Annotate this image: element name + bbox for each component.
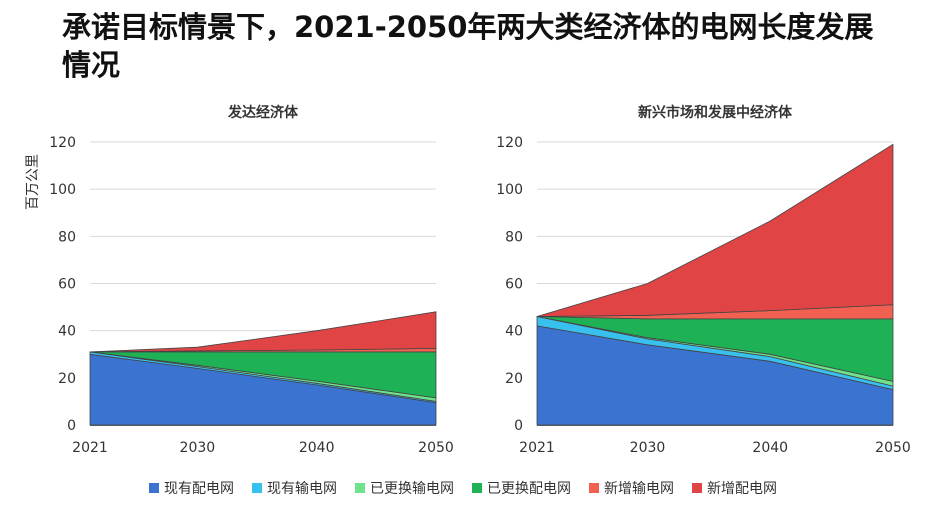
y-tick-label-1: 100	[496, 182, 523, 198]
x-tick-label-0: 2030	[180, 440, 216, 456]
y-tick-label-0: 100	[49, 182, 76, 198]
chart-title-0: 发达经济体	[227, 104, 299, 121]
legend-swatch	[589, 483, 599, 493]
y-tick-label-0: 80	[58, 229, 76, 245]
y-axis-label: 百万公里	[25, 154, 41, 210]
x-tick-label-1: 2040	[752, 440, 788, 456]
y-tick-label-0: 40	[58, 324, 76, 340]
y-tick-label-1: 60	[505, 277, 523, 293]
legend-item-replaced_distribution: 已更换配电网	[472, 478, 571, 498]
x-tick-label-1: 2030	[630, 440, 666, 456]
y-tick-label-0: 120	[49, 135, 76, 151]
y-tick-label-1: 120	[496, 135, 523, 151]
page-title: 承诺目标情景下，2021-2050年两大类经济体的电网长度发展情况	[62, 10, 874, 82]
legend-swatch	[149, 483, 159, 493]
y-tick-label-0: 60	[58, 277, 76, 293]
legend-label: 现有输电网	[267, 481, 337, 497]
legend-swatch	[692, 483, 702, 493]
x-tick-label-0: 2050	[418, 440, 454, 456]
x-tick-label-1: 2050	[875, 440, 911, 456]
legend-swatch	[472, 483, 482, 493]
y-tick-label-0: 20	[58, 371, 76, 387]
legend-label: 已更换输电网	[370, 481, 454, 497]
x-tick-label-0: 2040	[299, 440, 335, 456]
legend-label: 已更换配电网	[487, 481, 571, 497]
legend: 现有配电网 现有输电网 已更换输电网 已更换配电网 新增输电网 新增配电网	[0, 478, 926, 498]
legend-item-new_transmission: 新增输电网	[589, 478, 674, 498]
y-tick-label-1: 20	[505, 371, 523, 387]
legend-item-replaced_transmission: 已更换输电网	[355, 478, 454, 498]
area-new_distribution-1	[536, 144, 894, 317]
legend-item-existing_transmission: 现有输电网	[252, 478, 337, 498]
legend-label: 新增配电网	[707, 481, 777, 497]
y-tick-label-1: 0	[514, 418, 523, 434]
y-tick-label-1: 40	[505, 324, 523, 340]
area-new_distribution-0	[89, 311, 437, 353]
legend-item-existing_distribution: 现有配电网	[149, 478, 234, 498]
legend-item-new_distribution: 新增配电网	[692, 478, 777, 498]
x-tick-label-1: 2021	[519, 440, 555, 456]
x-tick-label-0: 2021	[72, 440, 108, 456]
y-tick-label-0: 0	[67, 418, 76, 434]
legend-label: 新增输电网	[604, 481, 674, 497]
legend-label: 现有配电网	[164, 481, 234, 497]
legend-swatch	[355, 483, 365, 493]
legend-swatch	[252, 483, 262, 493]
y-tick-label-1: 80	[505, 229, 523, 245]
chart-title-1: 新兴市场和发展中经济体	[638, 104, 793, 121]
